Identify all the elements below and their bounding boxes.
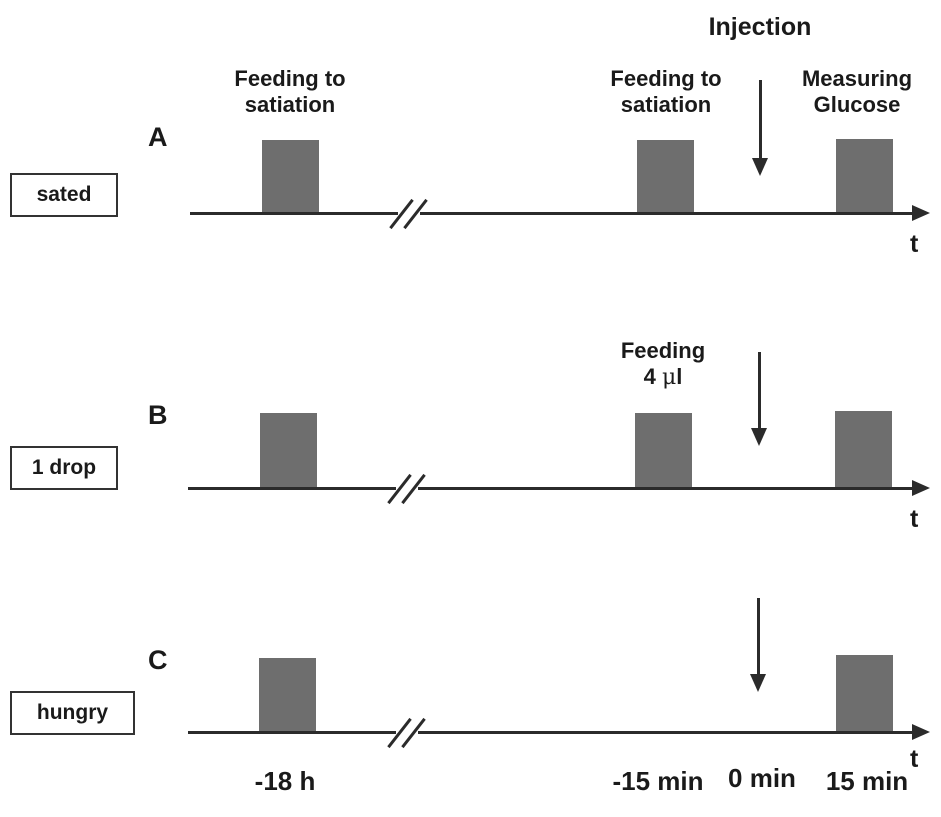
panel-letter-b: B — [148, 400, 168, 430]
injection-arrow-shaft-a — [759, 80, 762, 160]
injection-arrow-shaft-b — [758, 352, 761, 430]
feeding-label-b-line1: Feeding — [620, 338, 706, 363]
measuring-bar-b — [835, 411, 892, 488]
feeding-bar-c1 — [259, 658, 316, 732]
condition-label-hungry: hungry — [36, 701, 109, 724]
feeding-label-b-line2: 4 μl — [593, 364, 733, 391]
axis-label-t-b: t — [910, 505, 919, 533]
time-label-15min: 15 min — [825, 766, 909, 796]
panel-letter-a: A — [148, 122, 168, 152]
measuring-label-a: Measuring Glucose — [782, 66, 932, 118]
axis-label-t-a: t — [910, 230, 919, 258]
feeding-label-a1: Feeding to satiation — [210, 66, 370, 118]
feeding-label-a2: Feeding to satiation — [586, 66, 746, 118]
axis-arrow-icon-a — [912, 205, 930, 221]
feeding-volume-number: 4 — [643, 364, 656, 389]
injection-arrow-icon-a — [752, 158, 768, 176]
axis-arrow-icon-c — [912, 724, 930, 740]
condition-box-hungry: hungry — [10, 691, 135, 735]
panel-letter-c: C — [148, 645, 168, 675]
axis-break-gap-a — [398, 209, 420, 217]
injection-arrow-icon-b — [751, 428, 767, 446]
feeding-label-a1-line2: satiation — [244, 92, 336, 117]
axis-arrow-icon-b — [912, 480, 930, 496]
feeding-label-a1-line1: Feeding to — [234, 66, 346, 91]
feeding-bar-b1 — [260, 413, 317, 488]
feeding-label-a2-line1: Feeding to — [610, 66, 722, 91]
axis-break-gap-b — [396, 484, 418, 492]
measuring-bar-c — [836, 655, 893, 732]
time-axis-c — [188, 731, 912, 734]
measuring-label-line2: Glucose — [813, 92, 901, 117]
measuring-bar-a — [836, 139, 893, 213]
time-axis-a — [190, 212, 912, 215]
feeding-bar-a2 — [637, 140, 694, 213]
condition-box-sated: sated — [10, 173, 118, 217]
time-label-minus-18h: -18 h — [254, 766, 316, 796]
injection-label: Injection — [708, 13, 812, 41]
time-label-minus-15min: -15 min — [612, 766, 704, 796]
time-axis-b — [188, 487, 912, 490]
feeding-bar-b2 — [635, 413, 692, 488]
injection-arrow-icon-c — [750, 674, 766, 692]
condition-label-sated: sated — [36, 183, 92, 206]
condition-box-1-drop: 1 drop — [10, 446, 118, 490]
condition-label-1-drop: 1 drop — [31, 456, 97, 479]
axis-break-gap-c — [396, 728, 418, 736]
injection-arrow-shaft-c — [757, 598, 760, 676]
time-label-0min: 0 min — [728, 763, 796, 793]
feeding-bar-a1 — [262, 140, 319, 213]
feeding-volume-unit-mu: μ — [661, 365, 677, 390]
axis-label-t-c: t — [910, 745, 919, 773]
feeding-volume-unit-l: l — [676, 364, 683, 389]
feeding-label-a2-line2: satiation — [620, 92, 712, 117]
measuring-label-line1: Measuring — [801, 66, 913, 91]
feeding-label-b: Feeding 4 μl — [593, 338, 733, 391]
